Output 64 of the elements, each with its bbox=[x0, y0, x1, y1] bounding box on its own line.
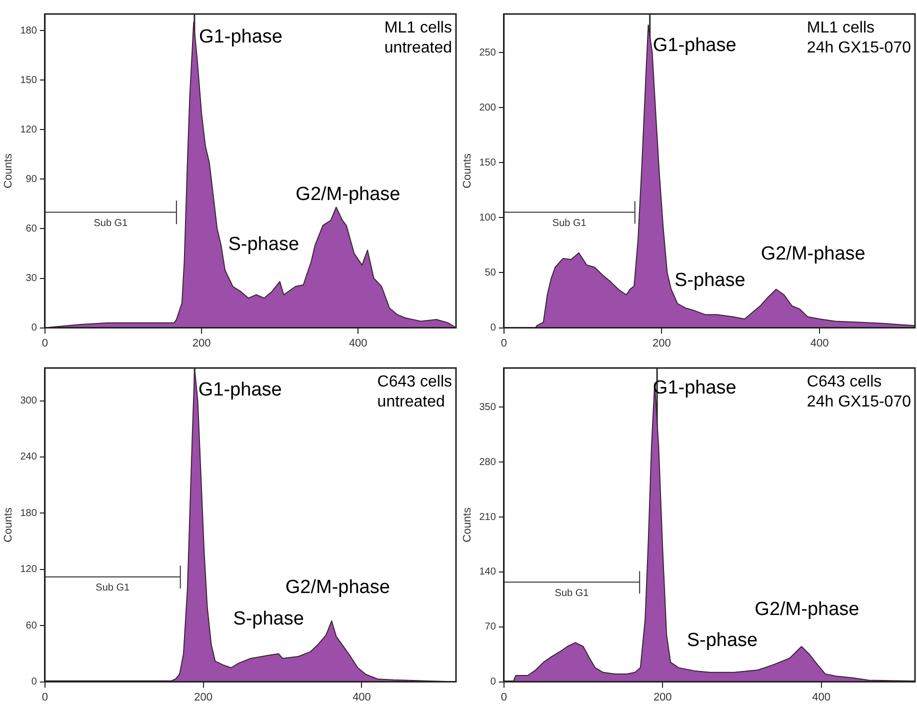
y-tick-label: 140 bbox=[479, 566, 496, 578]
text: 24h GX15-070 bbox=[806, 39, 912, 56]
x-tick-label: 400 bbox=[348, 337, 368, 350]
text: untreated bbox=[384, 39, 452, 56]
chart-title: ML1 cells bbox=[806, 19, 874, 36]
y-tick-label: 120 bbox=[20, 564, 38, 576]
annotation: G2/M-phase bbox=[296, 184, 400, 205]
x-tick-label: 0 bbox=[42, 337, 48, 350]
y-tick-label: 0 bbox=[31, 676, 38, 688]
y-tick-label: 180 bbox=[20, 25, 38, 36]
y-axis-title: Counts bbox=[462, 506, 474, 542]
text: untreated bbox=[377, 393, 445, 410]
x-tick-label: 0 bbox=[500, 691, 507, 704]
annotation: G2/M-phase bbox=[285, 576, 390, 598]
y-axis-title: Counts bbox=[2, 152, 15, 188]
y-tick-label: 90 bbox=[26, 174, 38, 185]
series-label: Sub G1 bbox=[552, 218, 587, 229]
y-tick-label: 150 bbox=[479, 157, 496, 168]
x-tick-label: 200 bbox=[652, 337, 671, 350]
series-label: Sub G1 bbox=[554, 588, 590, 599]
x-tick-label: 200 bbox=[192, 337, 211, 350]
y-tick-label: 0 bbox=[490, 322, 496, 334]
annotation: G1-phase bbox=[652, 35, 736, 56]
x-tick-label: 400 bbox=[810, 337, 829, 350]
x-tick-label: 400 bbox=[352, 691, 371, 704]
y-tick-label: 150 bbox=[20, 74, 38, 86]
y-tick-label: 0 bbox=[490, 676, 496, 688]
x-tick-label: 0 bbox=[42, 691, 48, 704]
y-tick-label: 30 bbox=[26, 273, 38, 284]
y-tick-label: 60 bbox=[26, 620, 38, 632]
y-tick-label: 100 bbox=[479, 212, 496, 224]
annotation: G2/M-phase bbox=[760, 244, 866, 265]
annotation: G1-phase bbox=[199, 26, 282, 48]
y-axis-title: Counts bbox=[2, 506, 15, 542]
y-tick-label: 50 bbox=[484, 267, 496, 278]
y-tick-label: 300 bbox=[20, 396, 38, 407]
x-tick-label: 400 bbox=[812, 691, 831, 704]
series-label: Sub G1 bbox=[94, 218, 128, 229]
chart-title: ML1 cells bbox=[384, 19, 452, 36]
annotation: G1-phase bbox=[198, 380, 282, 401]
y-tick-label: 180 bbox=[20, 508, 38, 519]
y-tick-label: 250 bbox=[479, 47, 496, 58]
annotation: S-phase bbox=[233, 608, 304, 630]
chart-title: C643 cells bbox=[377, 373, 452, 390]
y-tick-label: 120 bbox=[20, 124, 38, 136]
y-tick-label: 200 bbox=[479, 102, 496, 114]
y-tick-label: 210 bbox=[479, 512, 496, 523]
y-tick-label: 0 bbox=[31, 322, 38, 334]
annotation: G2/M-phase bbox=[754, 598, 860, 620]
y-tick-label: 240 bbox=[20, 452, 38, 463]
y-axis-title: Counts bbox=[462, 152, 474, 188]
y-tick-label: 70 bbox=[484, 622, 496, 633]
annotation: S-phase bbox=[228, 234, 300, 255]
y-tick-label: 350 bbox=[479, 402, 496, 413]
y-tick-label: 280 bbox=[479, 456, 496, 468]
text: 24h GX15-070 bbox=[806, 393, 912, 410]
chart-title: C643 cells bbox=[806, 373, 882, 390]
annotation: S-phase bbox=[686, 630, 758, 652]
series-label: Sub G1 bbox=[96, 582, 130, 594]
y-tick-label: 60 bbox=[26, 223, 38, 234]
annotation: S-phase bbox=[674, 270, 746, 291]
x-tick-label: 0 bbox=[500, 337, 507, 350]
x-tick-label: 200 bbox=[194, 691, 212, 704]
x-tick-label: 200 bbox=[653, 691, 672, 704]
